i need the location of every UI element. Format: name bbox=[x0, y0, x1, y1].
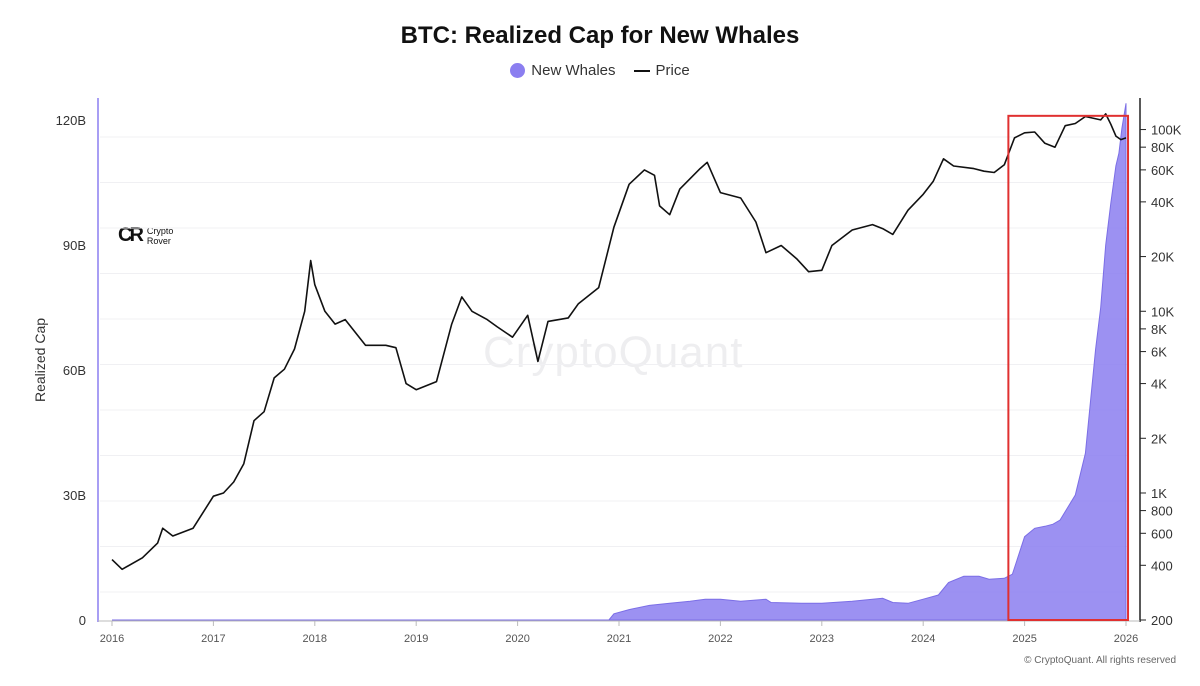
legend-swatch-price bbox=[633, 69, 650, 72]
y-right-tick-label: 20K bbox=[1151, 250, 1174, 265]
legend-swatch-new-whales bbox=[510, 63, 526, 78]
y-right-tick-label: 60K bbox=[1151, 163, 1174, 178]
x-tick-label: 2024 bbox=[911, 633, 935, 645]
logo-line-2: Rover bbox=[146, 235, 171, 246]
legend-item-new-whales[interactable]: New Whales bbox=[510, 62, 616, 79]
x-tick-label: 2020 bbox=[505, 633, 529, 645]
y-right-tick-label: 40K bbox=[1151, 195, 1174, 210]
axes-layer: 0 30B 60B 90B 120B Realized Cap 200 400 600 800 1K… bbox=[32, 98, 1182, 645]
copyright-text: © CryptoQuant. All rights reserved bbox=[1024, 655, 1176, 666]
legend-label-new-whales: New Whales bbox=[531, 62, 616, 79]
y-right-tick-label: 80K bbox=[1151, 140, 1174, 155]
crypto-rover-logo: CR Crypto Rover bbox=[118, 224, 173, 247]
x-tick-label: 2023 bbox=[810, 633, 834, 645]
y-left-tick-label: 0 bbox=[79, 613, 86, 628]
y-right-tick-label: 400 bbox=[1151, 558, 1173, 573]
series-line-price bbox=[111, 113, 1127, 571]
y-right-tick-label: 100K bbox=[1151, 123, 1182, 138]
x-tick-label: 2017 bbox=[201, 633, 225, 645]
y-left-tick-label: 120B bbox=[56, 113, 86, 128]
y-right-tick-label: 200 bbox=[1151, 613, 1173, 628]
y-right-tick-label: 600 bbox=[1151, 526, 1173, 541]
y-right-tick-label: 800 bbox=[1151, 504, 1173, 519]
legend-label-price: Price bbox=[655, 62, 690, 79]
y-right-tick-label: 4K bbox=[1151, 377, 1167, 392]
y-left-tick-label: 30B bbox=[63, 488, 86, 503]
y-right-tick-label: 6K bbox=[1151, 345, 1167, 360]
legend-item-price[interactable]: Price bbox=[633, 62, 690, 79]
y-right-tick-label: 10K bbox=[1151, 304, 1174, 319]
x-tick-label: 2018 bbox=[303, 633, 327, 645]
x-tick-label: 2019 bbox=[404, 633, 428, 645]
area-layer bbox=[112, 103, 1127, 621]
chart-title: BTC: Realized Cap for New Whales bbox=[400, 22, 800, 49]
grid-layer bbox=[100, 136, 1128, 593]
chart-legend: New Whales Price bbox=[0, 62, 1200, 79]
x-tick-label: 2025 bbox=[1012, 633, 1036, 645]
y-right-tick-label: 8K bbox=[1151, 322, 1167, 337]
highlight-box bbox=[1007, 114, 1130, 621]
annotation-layer bbox=[1007, 114, 1130, 621]
series-area-new-whales bbox=[112, 103, 1127, 621]
x-tick-label: 2022 bbox=[708, 633, 732, 645]
watermark: CryptoQuant bbox=[483, 328, 744, 377]
y-axis-title: Realized Cap bbox=[32, 318, 48, 402]
y-left-tick-label: 90B bbox=[63, 238, 86, 253]
logo-mark: CR bbox=[118, 224, 144, 246]
logo-text: Crypto Rover bbox=[147, 226, 174, 246]
x-tick-label: 2021 bbox=[607, 633, 631, 645]
y-left-tick-label: 60B bbox=[63, 363, 86, 378]
x-tick-label: 2016 bbox=[100, 633, 124, 645]
logo-line-1: Crypto bbox=[146, 225, 174, 236]
x-tick-label: 2026 bbox=[1114, 633, 1138, 645]
y-right-tick-label: 1K bbox=[1151, 486, 1167, 501]
line-layer bbox=[111, 113, 1127, 571]
y-right-tick-label: 2K bbox=[1151, 431, 1167, 446]
